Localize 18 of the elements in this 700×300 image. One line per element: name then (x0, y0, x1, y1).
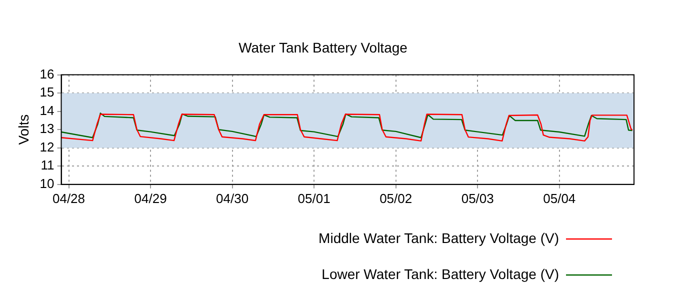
y-tick-label: 14 (40, 102, 54, 118)
y-tick-label: 13 (40, 121, 54, 136)
x-tick-label: 05/02 (380, 190, 412, 206)
x-tick-label: 05/04 (543, 190, 576, 206)
y-axis-title: Volts (15, 114, 32, 145)
y-tick-label: 12 (40, 139, 54, 154)
x-tick-label: 04/30 (216, 190, 249, 206)
y-tick-label: 10 (40, 176, 54, 191)
x-tick-label: 05/03 (461, 190, 494, 206)
x-tick-label: 04/29 (134, 190, 167, 206)
y-tick-label: 11 (40, 158, 54, 173)
y-tick-label: 16 (40, 66, 54, 82)
x-tick-label: 04/28 (52, 190, 86, 206)
chart-title: Water Tank Battery Voltage (238, 39, 408, 56)
legend-label: Middle Water Tank: Battery Voltage (V) (318, 230, 559, 246)
legend-label: Lower Water Tank: Battery Voltage (V) (322, 266, 559, 282)
x-tick-label: 05/01 (298, 190, 330, 206)
y-tick-label: 15 (40, 84, 54, 100)
